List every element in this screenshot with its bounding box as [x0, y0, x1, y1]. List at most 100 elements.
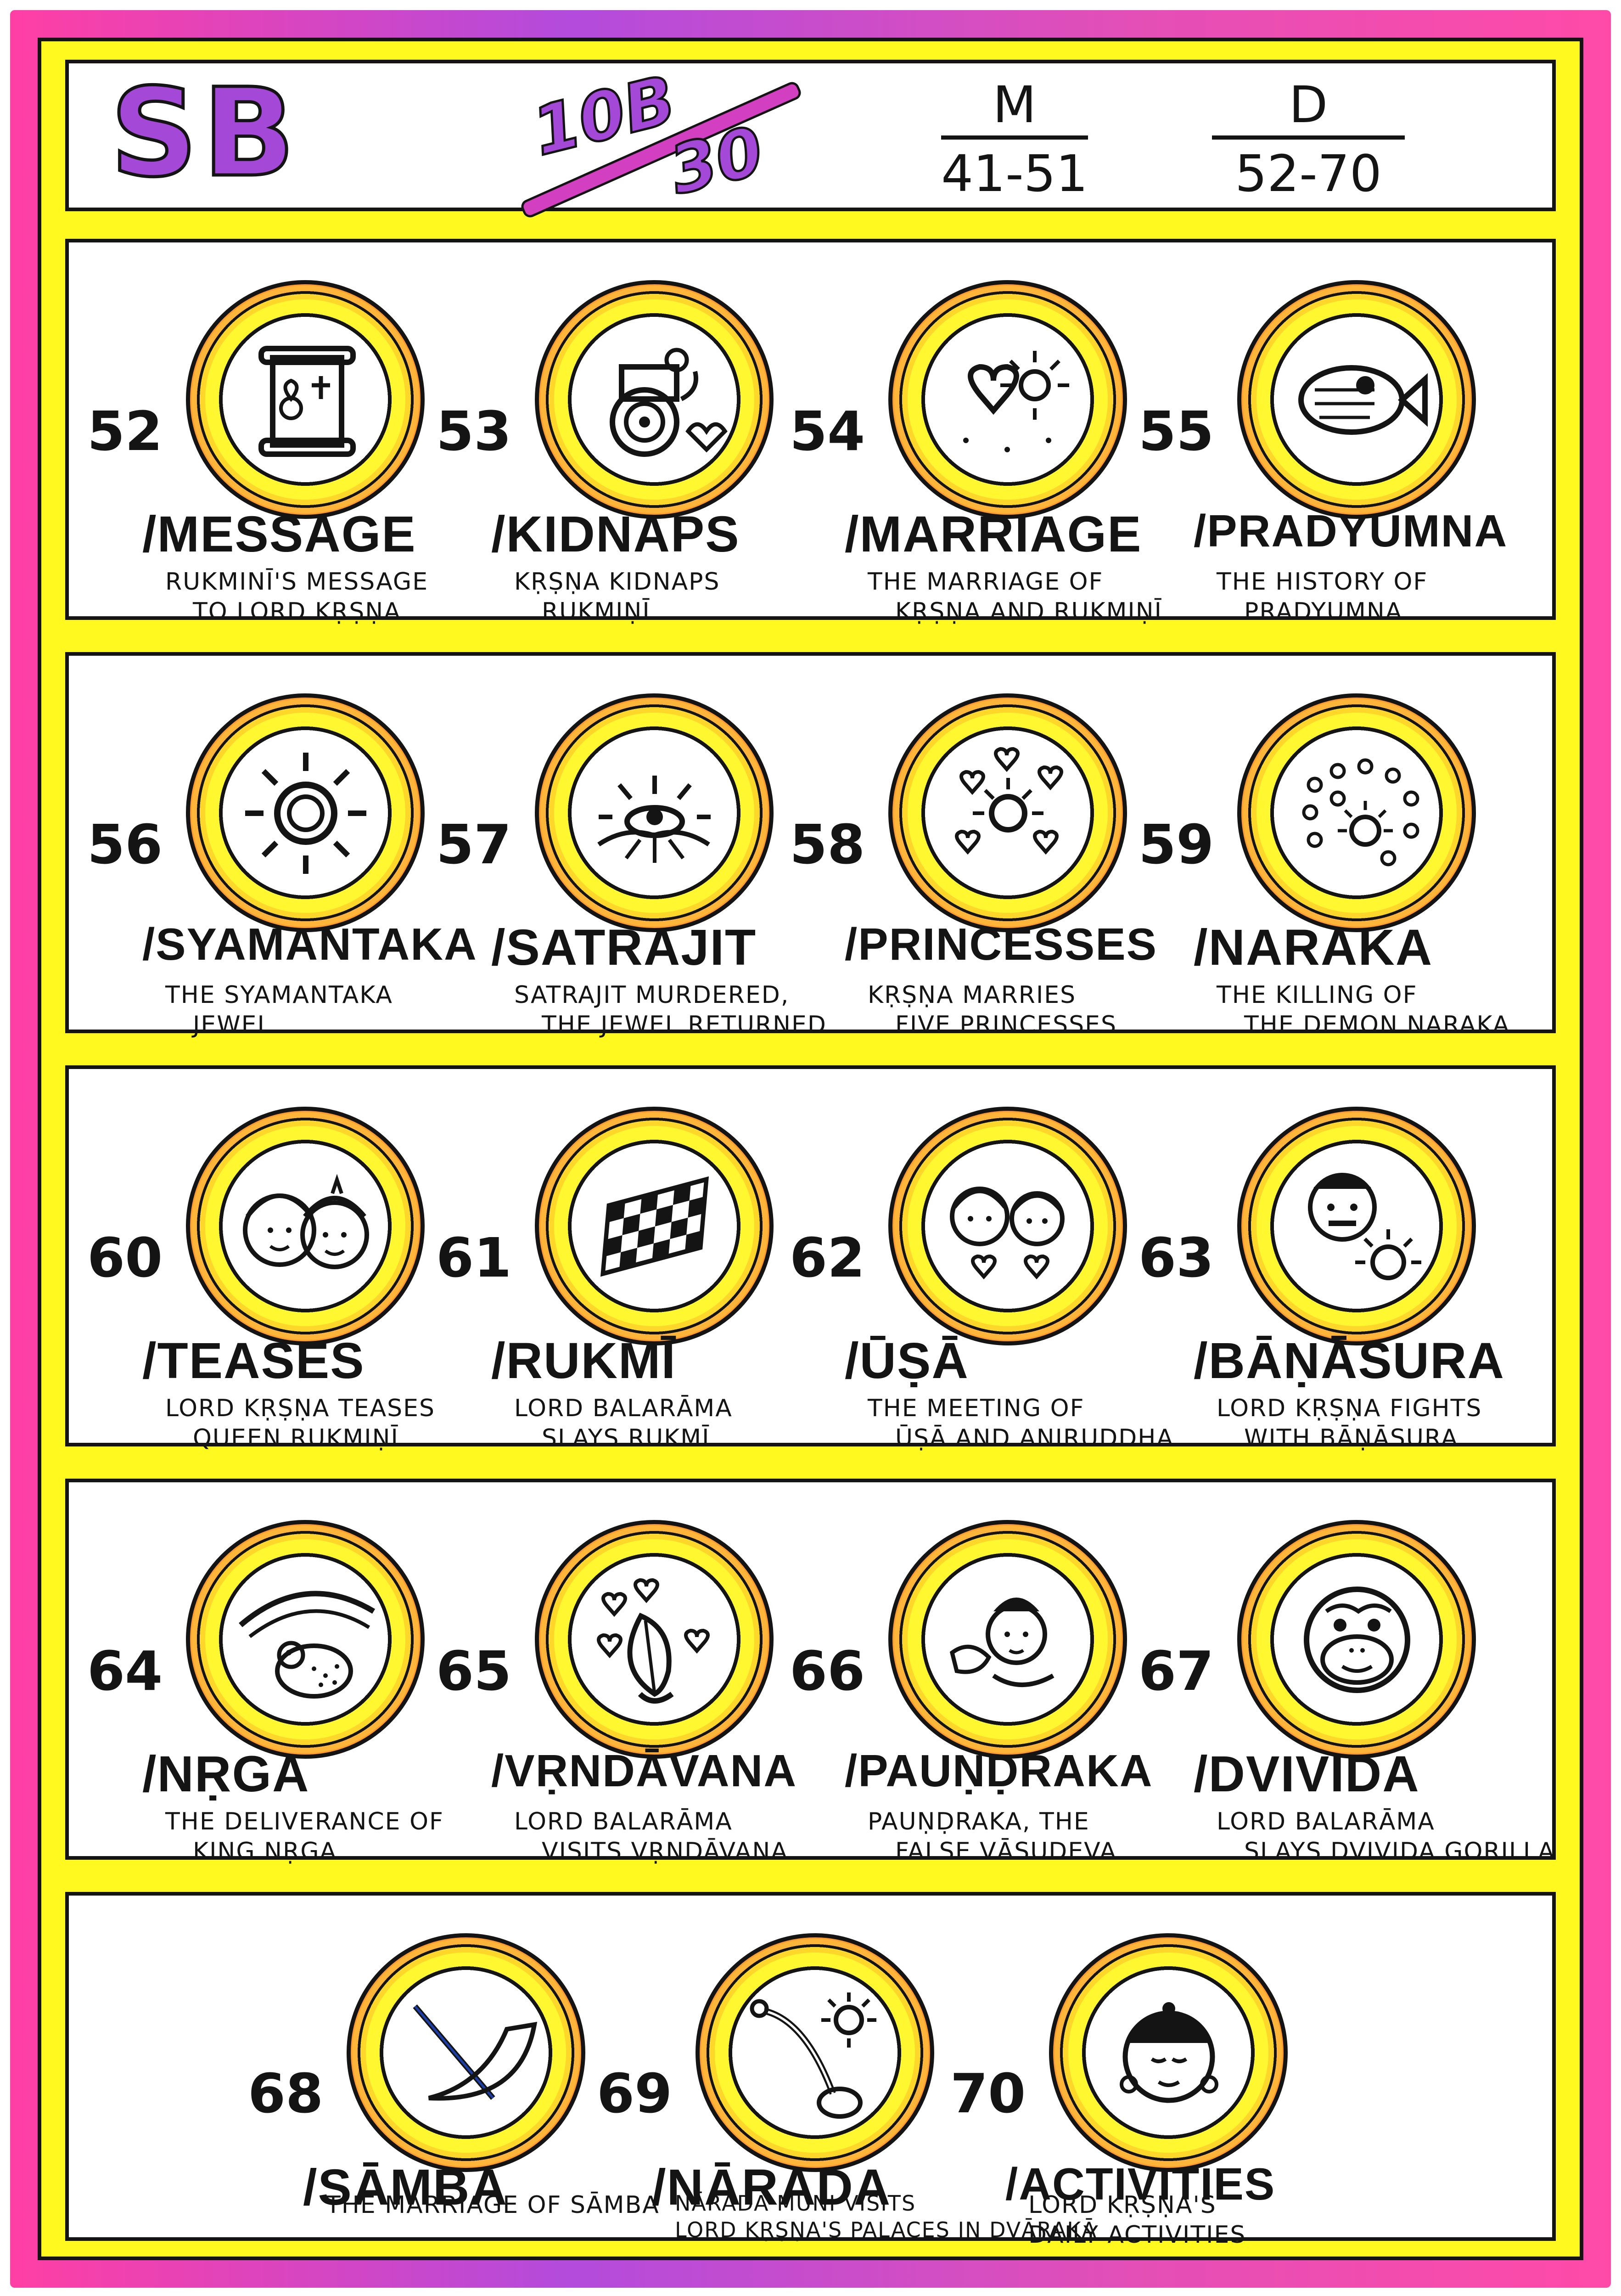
chapter-medallion — [888, 1107, 1127, 1345]
chapter-number: 53 — [436, 400, 512, 463]
chapter-description-line: RUKMIṆĪ — [542, 598, 651, 625]
chapter-description-line: LORD BALARĀMA — [514, 1395, 733, 1422]
chapter-title-pradyumna: /PRADYUMNA — [1194, 506, 1508, 556]
chariot-icon — [610, 348, 728, 457]
chapter-title-kidnaps: /KIDNAPS — [491, 506, 740, 563]
chapter-description-line: DAILY ACTIVITIES — [1028, 2221, 1246, 2249]
chapter-medallion — [888, 693, 1127, 932]
chapter-description-line: LORD KṚṢṆA FIGHTS — [1217, 1395, 1482, 1422]
chapter-title-syamantaka: /SYAMANTAKA — [142, 919, 477, 969]
chapter-description-line: THE MEETING OF — [868, 1395, 1085, 1422]
chapter-description-line: PAUṆḌRAKA, THE — [868, 1808, 1090, 1835]
chapter-title-paundraka: /PAUṆḌRAKA — [845, 1745, 1153, 1796]
chapter-number: 70 — [950, 2062, 1026, 2125]
chapter-description: PAUṆḌRAKA, THE FALSE VĀSUDEVA — [868, 1807, 1117, 1867]
chapter-description-line: SLAYS DVIVIDA GORILLA — [1244, 1838, 1555, 1865]
chapter-description-line: VISITS VṚNDĀVANA — [542, 1838, 788, 1865]
chapter-medallion — [186, 1520, 425, 1759]
chapter-description-line: FIVE PRINCESSES — [895, 1011, 1117, 1039]
chapter-description-line: THE DELIVERANCE OF — [165, 1808, 444, 1835]
chapter-description: THE HISTORY OF PRADYUMNA — [1217, 567, 1428, 627]
chapter-description-line: LORD KṚṢṆA'S PALACES IN DVĀRAKĀ — [675, 2217, 1097, 2242]
fraction-d-range: 52-70 — [1235, 144, 1382, 203]
chapter-description-line: ŪṢĀ AND ANIRUDDHA — [895, 1424, 1174, 1452]
scroll-icon — [258, 346, 356, 457]
chapter-description: THE MEETING OF ŪṢĀ AND ANIRUDDHA — [868, 1394, 1174, 1453]
vina-icon — [750, 1992, 876, 2119]
chapter-medallion — [347, 1933, 585, 2172]
chapter-description-line: FALSE VĀSUDEVA — [895, 1838, 1117, 1865]
chapter-description-line: KṚṢṆA MARRIES — [868, 981, 1077, 1009]
chapter-medallion — [1237, 693, 1476, 932]
chapter-title-rukmi: /RUKMĪ — [491, 1333, 677, 1389]
chapter-number: 63 — [1139, 1226, 1214, 1289]
chapter-description: LORD KṚṢṆA FIGHTS WITH BĀṆĀSURA — [1217, 1394, 1482, 1453]
chapter-description-line: SLAYS RUKMĪ — [542, 1424, 710, 1452]
chapter-medallion — [696, 1933, 934, 2172]
chapter-description-line: PRADYUMNA — [1244, 598, 1403, 625]
chapter-medallion — [535, 1107, 774, 1345]
chapter-title-message: /MESSAGE — [142, 506, 416, 563]
chapter-description-line: THE HISTORY OF — [1217, 568, 1428, 596]
chapter-number: 59 — [1139, 813, 1214, 876]
chapter-description: LORD KṚṢṆA'S DAILY ACTIVITIES — [1028, 2190, 1246, 2250]
chapter-description-line: QUEEN RUKMIṆĪ — [193, 1424, 399, 1452]
chapter-medallion — [1237, 1520, 1476, 1759]
chapter-description-line: LORD BALARĀMA — [514, 1808, 733, 1835]
chapter-number: 58 — [790, 813, 865, 876]
five-hearts-icon — [955, 747, 1063, 855]
chapter-number: 65 — [436, 1639, 512, 1703]
chapter-title-satrajit: /SATRAJIT — [491, 919, 757, 976]
chapter-number: 66 — [790, 1639, 865, 1703]
poster: SB 10B 30 M 41-51 D 52-70 52/MESSAGE RUKM… — [38, 38, 1583, 2260]
chapter-medallion — [186, 280, 425, 519]
chapter-title-vrndavana: /VṚNDĀVANA — [491, 1745, 797, 1796]
chapter-description-line: THE KILLING OF — [1217, 981, 1418, 1009]
chapter-number: 67 — [1139, 1639, 1214, 1703]
chapter-title-dvivida: /DVIVIDA — [1194, 1746, 1420, 1802]
chapter-medallion — [186, 1107, 425, 1345]
radiant-jewel-icon — [597, 776, 711, 863]
chapter-description-line: JEWEL — [193, 1011, 272, 1039]
chapter-medallion — [1049, 1933, 1288, 2172]
chapter-description: THE DELIVERANCE OF KING NṚGA — [165, 1807, 444, 1867]
chapter-medallion — [535, 1520, 774, 1759]
chapter-description: THE MARRIAGE OF SĀMBA — [326, 2190, 660, 2220]
chapter-number: 62 — [790, 1226, 865, 1289]
header-panel: SB 10B 30 M 41-51 D 52-70 — [65, 60, 1556, 220]
chapter-medallion — [186, 693, 425, 932]
chapter-description: LORD BALARĀMA SLAYS RUKMĪ — [514, 1394, 733, 1453]
chapter-title-activities: /ACTIVITIES — [1005, 2159, 1276, 2209]
chapter-title-nrga: /NṚGA — [142, 1746, 310, 1802]
chapter-medallion — [535, 693, 774, 932]
chapter-description: THE SYAMANTAKA JEWEL — [165, 980, 393, 1040]
chapter-title-samba: /SĀMBA — [303, 2159, 508, 2216]
chapter-description-line: KṚṢṆA KIDNAPS — [514, 568, 720, 596]
fish-icon — [1298, 365, 1428, 435]
chapter-number: 55 — [1139, 400, 1214, 463]
chapter-description: SATRAJIT MURDERED, THE JEWEL RETURNED — [514, 980, 827, 1040]
krishna-face-icon — [1120, 2002, 1218, 2103]
chapter-description-line: THE MARRIAGE OF SĀMBA — [326, 2191, 660, 2219]
chapter-description: RUKMINĪ'S MESSAGE TO LORD KṚṢṆA — [165, 567, 428, 627]
chapter-title-teases: /TEASES — [142, 1333, 365, 1389]
chapter-description-line: KING NṚGA — [193, 1838, 337, 1865]
lizard-icon — [239, 1591, 376, 1699]
series-logo: SB — [109, 62, 300, 204]
lovers-icon — [950, 1187, 1065, 1280]
chapter-title-princesses: /PRINCESSES — [845, 919, 1157, 969]
fraction-d: D 52-70 — [1212, 77, 1405, 202]
chapter-number: 61 — [436, 1226, 512, 1289]
fraction-m-range: 41-51 — [941, 144, 1088, 203]
chapter-description-line: THE SYAMANTAKA — [165, 981, 393, 1009]
chapter-medallion — [1237, 280, 1476, 519]
hearts-sun-icon — [963, 351, 1069, 452]
fraction-m: M 41-51 — [941, 77, 1088, 202]
chapter-description-line: LORD KṚṢṆA TEASES — [165, 1395, 436, 1422]
chapter-medallion — [888, 1520, 1127, 1759]
chapter-number: 68 — [248, 2062, 324, 2125]
chapter-number: 64 — [87, 1639, 163, 1703]
volume-part: 30 — [661, 111, 772, 211]
chapter-medallion — [1237, 1107, 1476, 1345]
chapter-number: 57 — [436, 813, 512, 876]
